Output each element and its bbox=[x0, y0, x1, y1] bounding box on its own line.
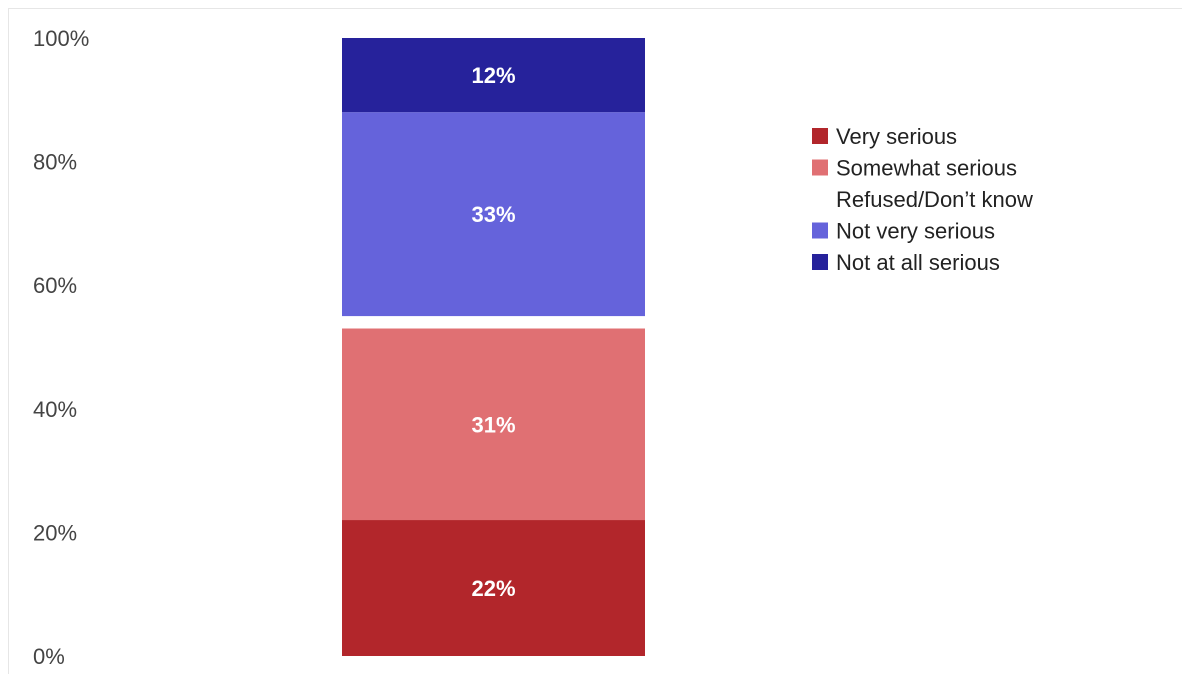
legend-swatch bbox=[812, 128, 828, 144]
y-tick-label: 100% bbox=[33, 26, 89, 51]
y-tick-label: 20% bbox=[33, 520, 77, 545]
legend-swatch bbox=[812, 222, 828, 239]
bar-segment-4 bbox=[342, 38, 645, 113]
legend-label: Not very serious bbox=[836, 219, 995, 244]
chart-frame bbox=[8, 8, 1182, 674]
legend-item-1: Somewhat serious bbox=[812, 156, 1017, 181]
legend-swatch bbox=[812, 159, 828, 176]
data-label-1: 31% bbox=[471, 412, 515, 437]
bar-segment-0 bbox=[342, 520, 645, 656]
data-label-4: 12% bbox=[471, 63, 515, 88]
legend-item-4: Not at all serious bbox=[812, 250, 1000, 275]
bar-segment-2 bbox=[342, 316, 645, 329]
legend-item-3: Not very serious bbox=[812, 219, 995, 244]
legend: Very serious Somewhat serious Refused/Don’… bbox=[812, 124, 1033, 275]
legend-item-2: Refused/Don’t know bbox=[812, 187, 1033, 212]
y-tick-label: 60% bbox=[33, 273, 77, 298]
legend-item-0: Very serious bbox=[812, 124, 957, 149]
legend-label: Very serious bbox=[836, 124, 957, 149]
legend-label: Refused/Don’t know bbox=[836, 187, 1033, 212]
bar-segment-1 bbox=[342, 328, 645, 521]
legend-label: Somewhat serious bbox=[836, 156, 1017, 181]
data-label-0: 22% bbox=[471, 576, 515, 601]
bar-segments bbox=[342, 38, 645, 656]
y-tick-label: 80% bbox=[33, 150, 77, 175]
y-tick-label: 40% bbox=[33, 397, 77, 422]
data-labels: 22% 31% 33% 12% bbox=[471, 63, 515, 601]
y-tick-label: 0% bbox=[33, 644, 65, 669]
legend-swatch bbox=[812, 254, 828, 270]
legend-label: Not at all serious bbox=[836, 250, 1000, 275]
data-label-3: 33% bbox=[471, 202, 515, 227]
bar-segment-3 bbox=[342, 112, 645, 317]
legend-swatch bbox=[812, 191, 828, 207]
y-axis: 0% 20% 40% 60% 80% 100% bbox=[33, 26, 89, 669]
